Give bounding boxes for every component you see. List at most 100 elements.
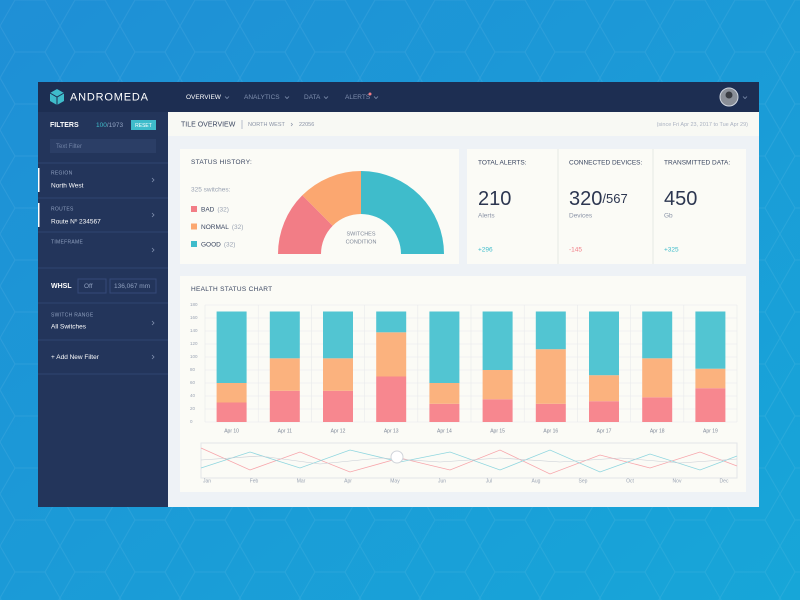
bar-segment bbox=[323, 311, 353, 359]
stat-change: -145 bbox=[569, 247, 582, 254]
donut-segment bbox=[278, 195, 333, 254]
bar-segment bbox=[695, 388, 726, 422]
text-filter-placeholder: Text Filter bbox=[56, 144, 82, 150]
avatar-face bbox=[725, 91, 733, 99]
stat-change: +296 bbox=[478, 247, 493, 254]
total: /1973 bbox=[107, 122, 124, 129]
legend-name: NORMAL bbox=[201, 224, 229, 231]
donut-segment bbox=[361, 171, 444, 254]
nav-item[interactable]: ANALYTICS bbox=[244, 94, 280, 101]
bar-segment bbox=[429, 311, 460, 383]
bar-segment bbox=[269, 311, 300, 359]
month-label: Nov bbox=[673, 478, 682, 484]
logo-text: ANDROMEDA bbox=[70, 91, 149, 103]
stat-change: +325 bbox=[664, 247, 679, 254]
bar-segment bbox=[589, 311, 619, 376]
whsl-toggle-label: Off bbox=[84, 283, 93, 290]
chart-title: HEALTH STATUS CHART bbox=[191, 286, 272, 293]
breadcrumb-chevron bbox=[290, 122, 293, 127]
y-tick-label: 180 bbox=[190, 302, 198, 307]
filter-label: REGION bbox=[51, 170, 73, 176]
x-tick-label: Apr 17 bbox=[597, 428, 612, 434]
stat-title: CONNECTED DEVICES: bbox=[569, 160, 643, 167]
timeline-frame bbox=[200, 442, 738, 479]
filter-value[interactable]: North West bbox=[51, 183, 84, 190]
filter-label[interactable]: TIMEFRAME bbox=[51, 239, 84, 245]
reset-label: RESET bbox=[135, 123, 152, 129]
donut-center-label: SWITCHES bbox=[346, 231, 375, 237]
whsl-input-value: 136,067 mm bbox=[114, 283, 150, 290]
bar-segment bbox=[216, 402, 247, 422]
bar-segment bbox=[535, 403, 566, 422]
whsl-input[interactable] bbox=[109, 278, 157, 294]
nav-item[interactable]: OVERVIEW bbox=[186, 94, 222, 101]
logo-icon-lines bbox=[49, 92, 65, 105]
value: 450 bbox=[664, 188, 697, 210]
stat-unit: Gb bbox=[664, 213, 673, 220]
text-filter-input[interactable] bbox=[50, 139, 156, 153]
filter-value[interactable]: All Switches bbox=[51, 324, 87, 331]
breadcrumb-region[interactable]: NORTH WEST bbox=[248, 122, 286, 128]
bar-segment bbox=[376, 332, 407, 377]
x-tick-label: Apr 15 bbox=[490, 428, 505, 434]
month-label: Oct bbox=[626, 478, 634, 484]
whsl-toggle[interactable] bbox=[77, 278, 107, 294]
filter-chevrons bbox=[151, 177, 155, 360]
status-title: STATUS HISTORY: bbox=[191, 159, 252, 166]
breadcrumb-title: TILE OVERVIEW bbox=[181, 121, 236, 128]
y-tick-label: 40 bbox=[190, 393, 196, 398]
stat-value: 320/567 bbox=[569, 188, 628, 210]
value: 320 bbox=[569, 188, 602, 210]
month-label: May bbox=[390, 478, 400, 484]
legend-name: BAD bbox=[201, 206, 215, 213]
x-tick-label: Apr 12 bbox=[331, 428, 346, 434]
breadcrumb-bar bbox=[168, 112, 759, 136]
bar-segment bbox=[589, 375, 619, 402]
bar-segment bbox=[642, 311, 673, 359]
stat-title: TRANSMITTED DATA: bbox=[664, 160, 730, 167]
legend-swatch bbox=[191, 206, 197, 212]
value: 210 bbox=[478, 188, 511, 210]
reset-button[interactable] bbox=[131, 120, 156, 130]
legend-entry: NORMAL (32) bbox=[201, 224, 243, 231]
bar-segment bbox=[695, 311, 726, 369]
y-tick-label: 160 bbox=[190, 315, 198, 320]
month-label: Sep bbox=[579, 478, 588, 484]
month-label: Mar bbox=[297, 478, 306, 484]
timeline-knob[interactable] bbox=[390, 450, 404, 464]
filter-value[interactable]: Route Nº 234567 bbox=[51, 219, 101, 226]
stats-card bbox=[467, 149, 746, 264]
y-tick-label: 120 bbox=[190, 341, 198, 346]
bar-segment bbox=[216, 311, 247, 383]
filter-label: ROUTES bbox=[51, 206, 74, 212]
bar-segment bbox=[482, 370, 513, 400]
bar-segment bbox=[642, 358, 673, 398]
legend-count: (32) bbox=[224, 241, 236, 248]
stat-value: 210 bbox=[478, 188, 511, 210]
nav-item[interactable]: DATA bbox=[304, 94, 321, 101]
active-indicator bbox=[38, 203, 40, 227]
month-label: Jul bbox=[486, 478, 492, 484]
whsl-label: WHSL bbox=[51, 283, 72, 290]
count: 100 bbox=[96, 122, 107, 129]
add-filter[interactable]: + Add New Filter bbox=[51, 354, 100, 361]
month-label: Jun bbox=[438, 478, 446, 484]
nav-item[interactable]: ALERTS bbox=[345, 94, 371, 101]
x-tick-label: Apr 19 bbox=[703, 428, 718, 434]
legend-name: GOOD bbox=[201, 241, 221, 248]
bar-segment bbox=[269, 390, 300, 422]
legend-count: (32) bbox=[217, 206, 229, 213]
legend-swatch bbox=[191, 223, 197, 230]
bar-segment bbox=[376, 376, 407, 422]
month-label: Jan bbox=[203, 478, 211, 484]
top-bar bbox=[38, 82, 759, 112]
bar-segment bbox=[482, 311, 513, 370]
timeline-line bbox=[200, 447, 738, 475]
filter-label: SWITCH RANGE bbox=[51, 312, 94, 318]
breadcrumb-id: 22056 bbox=[299, 122, 314, 128]
bar-segment bbox=[695, 368, 726, 389]
x-tick-label: Apr 10 bbox=[224, 428, 239, 434]
month-label: Aug bbox=[532, 478, 541, 484]
sidebar-dividers bbox=[38, 162, 168, 375]
